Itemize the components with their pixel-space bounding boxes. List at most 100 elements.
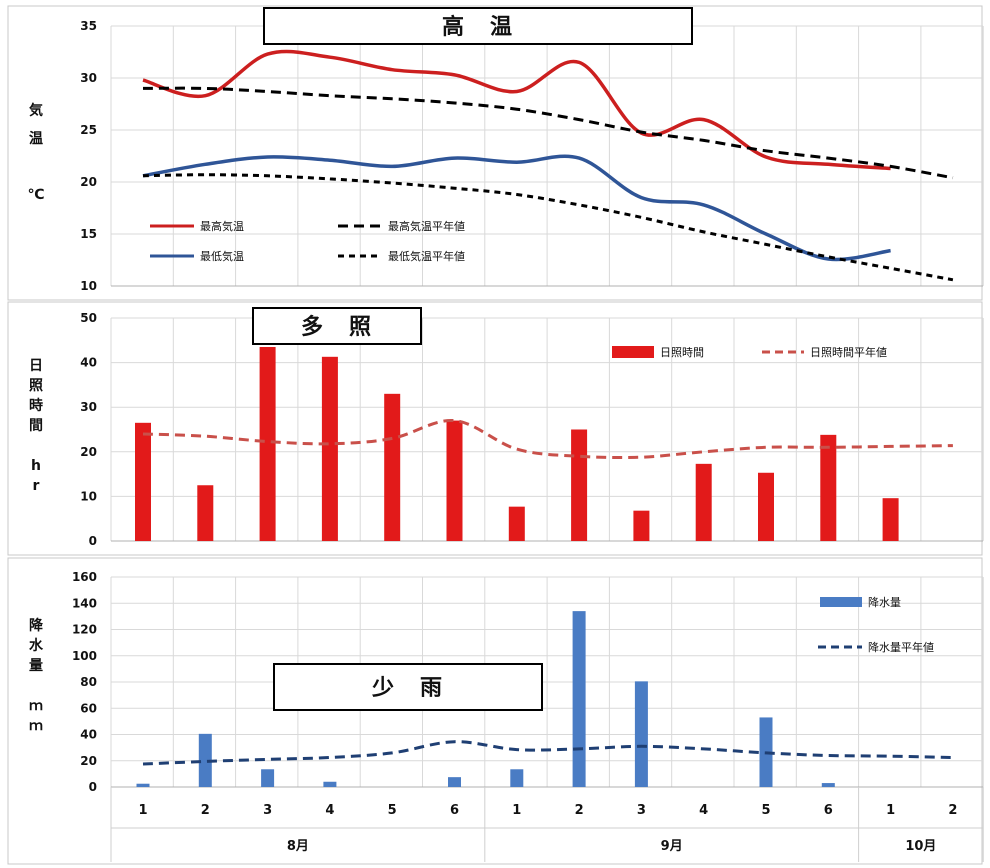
- series-line-日照時間平年値: [142, 419, 953, 460]
- legend-label: 降水量平年値: [868, 640, 934, 654]
- y-tick-label: 30: [80, 71, 97, 85]
- bar-日照時間: [321, 356, 338, 541]
- bar-日照時間: [508, 506, 525, 541]
- y-tick-label: 120: [72, 623, 97, 637]
- bar-日照時間: [197, 485, 214, 541]
- chart-title-box: [273, 663, 543, 711]
- y-tick-label: 40: [80, 356, 97, 370]
- chart-title: 少 雨: [371, 676, 444, 701]
- y-axis-label: 照: [29, 378, 43, 394]
- bar-降水量: [634, 681, 648, 787]
- y-axis-label: r: [33, 478, 40, 494]
- chart-title-box: [252, 307, 422, 345]
- legend-swatch: [820, 597, 862, 607]
- x-tick-label: 2: [201, 803, 210, 818]
- bar-日照時間: [135, 422, 151, 541]
- legend-swatch: [612, 346, 654, 358]
- y-tick-label: 15: [80, 227, 97, 241]
- y-axis-label: 量: [29, 658, 43, 674]
- y-tick-label: 160: [72, 570, 97, 584]
- bar-降水量: [136, 783, 150, 787]
- y-tick-label: 30: [80, 400, 97, 414]
- bar-降水量: [198, 733, 212, 787]
- x-tick-label: 3: [637, 803, 646, 818]
- x-tick-label: 3: [263, 803, 272, 818]
- y-tick-label: 80: [80, 675, 97, 689]
- bar-降水量: [572, 611, 586, 787]
- bar-降水量: [323, 781, 337, 787]
- y-tick-label: 10: [80, 489, 97, 503]
- bar-降水量: [448, 777, 461, 787]
- y-tick-label: 100: [72, 649, 97, 663]
- bar-降水量: [261, 769, 275, 787]
- y-axis-label: h: [31, 458, 41, 474]
- bar-降水量: [510, 769, 524, 787]
- y-axis-label: 降: [29, 617, 44, 634]
- y-tick-label: 40: [80, 728, 97, 742]
- x-tick-label: 2: [575, 803, 584, 818]
- y-tick-label: 20: [80, 445, 97, 459]
- y-axis-label: ｍ: [29, 698, 43, 714]
- bar-日照時間: [820, 434, 837, 541]
- y-tick-label: 25: [80, 123, 97, 137]
- y-axis-label: 間: [29, 418, 43, 434]
- x-group-label: 9月: [661, 839, 683, 854]
- chart-title-box: [263, 7, 693, 45]
- series-line-降水量平年値: [142, 740, 953, 766]
- x-tick-label: 1: [512, 803, 521, 818]
- legend-label: 最高気温平年値: [388, 219, 465, 233]
- bar-日照時間: [571, 429, 588, 541]
- x-group-label: 10月: [905, 839, 936, 854]
- y-axis-label: ℃: [28, 187, 45, 203]
- y-axis-label: 水: [29, 637, 44, 654]
- x-tick-label: 5: [761, 803, 770, 818]
- panel-frame: [7, 301, 983, 556]
- bar-日照時間: [259, 346, 276, 541]
- y-axis-label: 気: [29, 102, 43, 119]
- series-line-最低気温: [142, 154, 891, 262]
- bar-降水量: [821, 783, 835, 787]
- bar-日照時間: [633, 510, 650, 541]
- legend-label: 日照時間: [660, 346, 704, 359]
- y-axis-label: ｍ: [29, 718, 43, 734]
- x-tick-label: 1: [886, 803, 895, 818]
- panel-frame: [7, 5, 983, 301]
- legend-label: 最低気温平年値: [388, 249, 465, 263]
- legend-label: 降水量: [868, 595, 901, 609]
- x-tick-label: 4: [325, 803, 334, 818]
- y-tick-label: 20: [80, 754, 97, 768]
- y-axis-label: 時: [29, 397, 43, 414]
- x-tick-label: 6: [450, 803, 459, 818]
- bar-日照時間: [758, 472, 774, 541]
- x-tick-label: 6: [824, 803, 833, 818]
- bar-日照時間: [882, 498, 899, 541]
- chart-title: 高 温: [442, 14, 514, 40]
- x-group-label: 8月: [287, 839, 309, 854]
- y-tick-label: 50: [80, 311, 97, 325]
- y-axis-label: 温: [29, 131, 43, 147]
- y-tick-label: 10: [80, 279, 97, 293]
- y-tick-label: 20: [80, 175, 97, 189]
- bar-日照時間: [384, 393, 401, 541]
- x-tick-label: 2: [948, 803, 957, 818]
- legend-label: 最高気温: [200, 219, 244, 233]
- legend-label: 最低気温: [200, 249, 244, 263]
- y-tick-label: 60: [80, 701, 97, 715]
- y-tick-label: 35: [80, 19, 97, 33]
- series-line-最高気温平年値: [142, 86, 954, 180]
- chart-title: 多 照: [301, 314, 373, 340]
- x-tick-label: 4: [699, 803, 708, 818]
- x-tick-label: 5: [388, 803, 397, 818]
- series-line-最高気温: [142, 49, 891, 171]
- legend-label: 日照時間平年値: [810, 345, 887, 359]
- y-tick-label: 0: [89, 780, 97, 794]
- bar-日照時間: [446, 420, 463, 541]
- bar-日照時間: [695, 463, 712, 541]
- y-axis-label: 日: [29, 358, 43, 374]
- series-line-最低気温平年値: [142, 173, 954, 282]
- y-tick-label: 0: [89, 534, 97, 548]
